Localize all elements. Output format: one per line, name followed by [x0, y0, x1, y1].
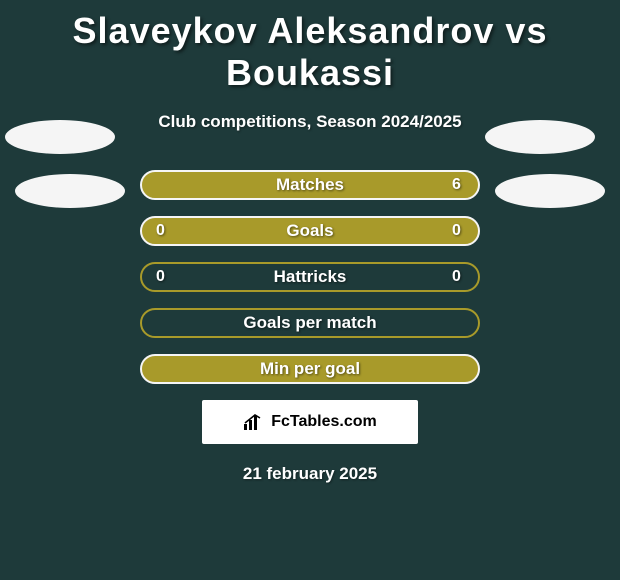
stat-row-min-per-goal: Min per goal: [140, 354, 480, 384]
chart-icon: [243, 413, 265, 431]
stat-label: Hattricks: [274, 267, 347, 287]
stat-right-value: 6: [452, 176, 464, 194]
stat-label: Matches: [276, 175, 344, 195]
page-title: Slaveykov Aleksandrov vs Boukassi: [0, 0, 620, 94]
player-badge-right-1: [485, 120, 595, 154]
footer-date: 21 february 2025: [0, 464, 620, 484]
stat-row-goals-per-match: Goals per match: [140, 308, 480, 338]
stat-right-value: 0: [452, 222, 464, 240]
stat-left-value: 0: [156, 268, 168, 286]
source-badge: FcTables.com: [202, 400, 418, 444]
stat-label: Goals per match: [243, 313, 376, 333]
stat-row-matches: Matches 6: [140, 170, 480, 200]
stat-right-value: 0: [452, 268, 464, 286]
stat-row-goals: 0 Goals 0: [140, 216, 480, 246]
stat-left-value: 0: [156, 222, 168, 240]
stat-label: Min per goal: [260, 359, 360, 379]
stat-row-hattricks: 0 Hattricks 0: [140, 262, 480, 292]
player-badge-left-2: [15, 174, 125, 208]
player-badge-right-2: [495, 174, 605, 208]
source-badge-text: FcTables.com: [271, 413, 377, 431]
player-badge-left-1: [5, 120, 115, 154]
stat-label: Goals: [286, 221, 333, 241]
